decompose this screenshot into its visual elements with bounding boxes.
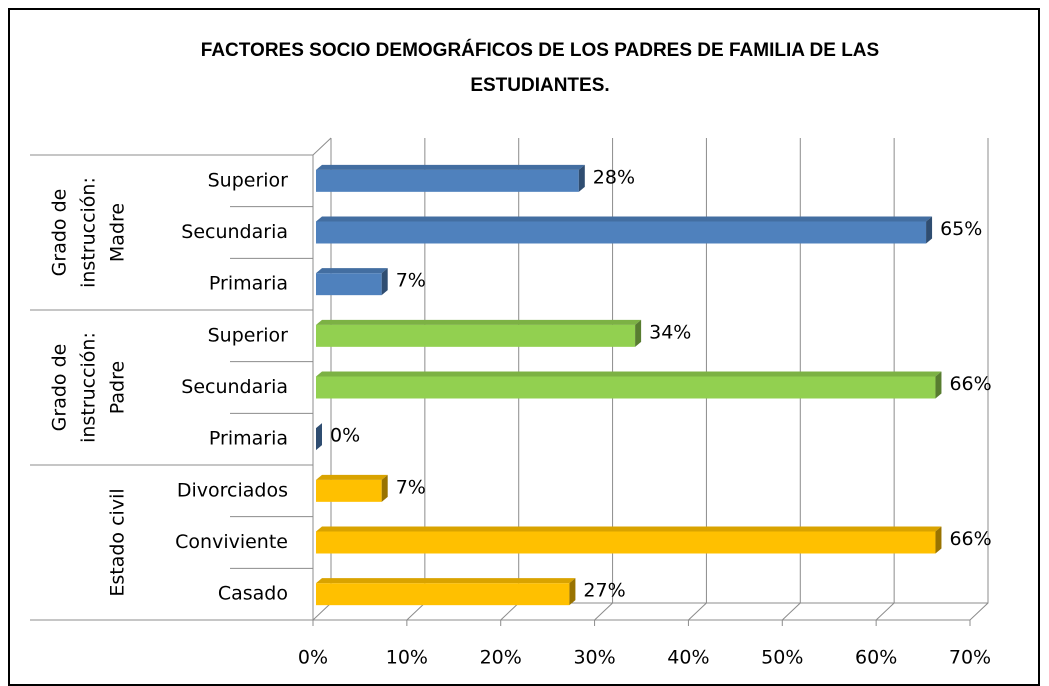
bar-top <box>316 578 576 584</box>
y-tick-label: Primaria <box>209 273 288 295</box>
bar-front <box>316 324 636 347</box>
group-label: Estado civil <box>107 488 129 596</box>
bar-top <box>316 216 933 222</box>
grid-line <box>688 138 707 621</box>
bar-side <box>635 319 642 347</box>
bar-top <box>316 371 942 377</box>
x-tick-label: 10% <box>386 647 428 669</box>
y-tick-label: Conviviente <box>175 531 288 553</box>
data-label: 7% <box>396 270 426 292</box>
group-label: Grado de <box>49 344 71 432</box>
grid-line <box>594 138 614 621</box>
bar-side <box>381 474 388 502</box>
group-label: instrucción: <box>78 177 100 288</box>
group-label: Madre <box>107 203 129 262</box>
bar <box>316 526 942 554</box>
bar <box>316 164 585 192</box>
data-label: 66% <box>949 528 991 550</box>
bar-front <box>316 479 382 502</box>
x-tick-label: 50% <box>761 647 803 669</box>
grid-line <box>969 138 989 621</box>
chart-title: FACTORES SOCIO DEMOGRÁFICOS DE LOS PADRE… <box>201 39 879 61</box>
group-label: Padre <box>107 361 129 414</box>
bar <box>316 423 322 451</box>
bar-top <box>316 526 942 532</box>
bar-side <box>569 578 576 606</box>
y-tick-label: Secundaria <box>181 376 288 398</box>
data-label: 28% <box>593 166 635 188</box>
x-tick-label: 70% <box>949 647 991 669</box>
x-tick-label: 30% <box>573 647 615 669</box>
data-label: 65% <box>940 218 982 240</box>
bar <box>316 371 942 399</box>
group-label: instrucción: <box>78 332 100 443</box>
y-tick-label: Casado <box>218 583 288 605</box>
wall-edge <box>312 137 332 156</box>
y-tick-label: Secundaria <box>181 221 288 243</box>
x-tick-label: 20% <box>480 647 522 669</box>
bar-side <box>935 526 942 554</box>
bar <box>316 216 933 244</box>
bar-side <box>926 216 933 244</box>
bar <box>316 474 388 502</box>
y-tick-label: Divorciados <box>177 479 288 501</box>
bar <box>316 319 642 347</box>
chart-border <box>8 8 1040 686</box>
bar-top <box>316 164 585 170</box>
x-tick-label: 0% <box>298 647 328 669</box>
grid-line <box>875 138 895 621</box>
bar-top <box>316 319 642 325</box>
bar <box>316 578 576 606</box>
chart-title: ESTUDIANTES. <box>470 75 609 96</box>
bar-side <box>381 268 388 296</box>
y-tick-label: Superior <box>208 169 289 191</box>
bar <box>316 268 388 296</box>
y-tick-label: Superior <box>208 324 289 346</box>
bar-front <box>316 583 570 606</box>
x-tick-label: 40% <box>667 647 709 669</box>
bar-front <box>316 273 382 296</box>
bar-top <box>316 268 388 274</box>
bar-front <box>316 221 927 244</box>
bar-top <box>316 474 388 480</box>
data-label: 66% <box>949 373 991 395</box>
bar-side <box>935 371 942 399</box>
bar-side <box>578 164 585 192</box>
bar-side <box>316 423 322 451</box>
bar-front <box>316 531 936 554</box>
grid-line <box>781 138 801 621</box>
bar-front <box>316 169 579 192</box>
data-label: 0% <box>330 425 360 447</box>
y-tick-label: Primaria <box>209 428 288 450</box>
group-label: Grado de <box>49 189 71 277</box>
x-tick-label: 60% <box>855 647 897 669</box>
data-label: 27% <box>583 580 625 602</box>
data-label: 7% <box>396 476 426 498</box>
data-label: 34% <box>649 321 691 343</box>
bar-front <box>316 376 936 399</box>
